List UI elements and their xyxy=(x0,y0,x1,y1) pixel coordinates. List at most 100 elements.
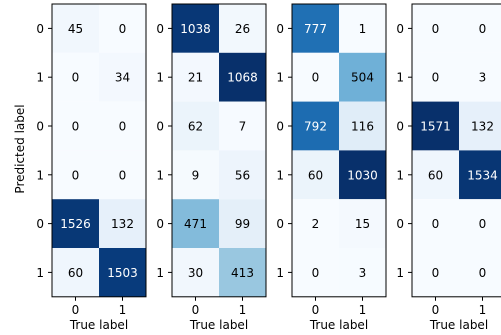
heatmap-cell xyxy=(99,248,146,297)
y-tick-label: 1 xyxy=(276,168,284,182)
cell-value-label: 60 xyxy=(428,168,443,182)
x-axis-label: True label xyxy=(69,318,128,332)
heatmap-cell xyxy=(219,4,266,53)
heatmap-cell xyxy=(99,199,146,248)
y-tick-label: 1 xyxy=(276,266,284,280)
cell-value-label: 15 xyxy=(355,217,370,231)
x-axis-label: True label xyxy=(189,318,248,332)
heatmap-cell xyxy=(219,199,266,248)
cell-value-label: 45 xyxy=(68,22,83,36)
x-tick-label: 0 xyxy=(72,303,80,317)
cell-value-label: 1 xyxy=(359,22,367,36)
y-tick-label: 0 xyxy=(156,22,164,36)
cell-value-label: 0 xyxy=(72,168,80,182)
cell-value-label: 56 xyxy=(235,168,250,182)
cell-value-label: 116 xyxy=(351,120,374,134)
heatmap-cell xyxy=(412,248,459,297)
heatmap-cell xyxy=(172,199,219,248)
heatmap-cell xyxy=(339,101,386,151)
y-tick-label: 0 xyxy=(156,217,164,231)
heatmap-cell xyxy=(292,52,339,102)
matrix-frame xyxy=(291,3,387,298)
cell-value-label: 777 xyxy=(304,22,327,36)
x-tick-label: 1 xyxy=(119,303,127,317)
cell-value-label: 1038 xyxy=(180,22,211,36)
heatmap-cell xyxy=(292,4,339,53)
heatmap-cell xyxy=(459,4,501,53)
heatmap-cell xyxy=(172,4,219,53)
y-tick-label: 1 xyxy=(276,71,284,85)
y-tick-label: 1 xyxy=(156,168,164,182)
heatmap-cell xyxy=(172,248,219,297)
heatmap-cell xyxy=(172,101,219,151)
heatmap-cell xyxy=(219,248,266,297)
y-tick-label: 1 xyxy=(396,266,404,280)
heatmap-cell xyxy=(52,101,99,151)
y-tick-label: 0 xyxy=(156,120,164,134)
heatmap-cell xyxy=(292,101,339,151)
y-tick-label: 1 xyxy=(36,266,44,280)
cell-value-label: 1030 xyxy=(347,168,378,182)
y-tick-label: 0 xyxy=(276,217,284,231)
cell-value-label: 413 xyxy=(231,266,254,280)
y-tick-label: 0 xyxy=(276,120,284,134)
y-tick-label: 1 xyxy=(156,71,164,85)
cell-value-label: 2 xyxy=(312,217,320,231)
heatmap-cell xyxy=(292,150,339,200)
x-tick-label: 1 xyxy=(239,303,247,317)
heatmap-cell xyxy=(99,52,146,102)
cell-value-label: 0 xyxy=(479,22,487,36)
y-tick-label: 1 xyxy=(156,266,164,280)
y-tick-label: 0 xyxy=(396,217,404,231)
y-tick-label: 0 xyxy=(396,22,404,36)
heatmap-cell xyxy=(219,150,266,200)
x-axis-label: True label xyxy=(429,318,488,332)
cell-value-label: 1068 xyxy=(227,71,258,85)
heatmap-cell xyxy=(339,4,386,53)
y-tick-label: 0 xyxy=(36,217,44,231)
y-tick-label: 1 xyxy=(36,168,44,182)
heatmap-cell xyxy=(52,52,99,102)
cell-value-label: 504 xyxy=(351,71,374,85)
cell-value-label: 0 xyxy=(479,266,487,280)
matrix-frame xyxy=(171,3,267,298)
heatmap-cell xyxy=(219,52,266,102)
cell-value-label: 26 xyxy=(235,22,250,36)
cell-value-label: 0 xyxy=(479,217,487,231)
cell-value-label: 60 xyxy=(68,266,83,280)
cell-value-label: 62 xyxy=(188,120,203,134)
heatmap-cell xyxy=(339,199,386,248)
heatmap-cell xyxy=(412,199,459,248)
y-tick-label: 1 xyxy=(396,168,404,182)
cell-value-label: 0 xyxy=(432,22,440,36)
cell-value-label: 0 xyxy=(72,120,80,134)
heatmap-cell xyxy=(459,199,501,248)
matrix-frame xyxy=(411,3,501,298)
x-tick-label: 1 xyxy=(479,303,487,317)
y-tick-label: 0 xyxy=(36,120,44,134)
cell-value-label: 0 xyxy=(312,71,320,85)
heatmap-cell xyxy=(412,52,459,102)
heatmap-cell xyxy=(52,150,99,200)
heatmap-cell xyxy=(459,150,501,200)
cell-value-label: 792 xyxy=(304,120,327,134)
cell-value-label: 9 xyxy=(192,168,200,182)
cell-value-label: 7 xyxy=(239,120,247,134)
cell-value-label: 3 xyxy=(479,71,487,85)
heatmap-cell xyxy=(459,248,501,297)
cell-value-label: 0 xyxy=(72,71,80,85)
heatmap-cell xyxy=(339,52,386,102)
heatmap-cell xyxy=(99,4,146,53)
y-tick-label: 0 xyxy=(276,22,284,36)
heatmap-cell xyxy=(412,101,459,151)
cell-value-label: 0 xyxy=(432,71,440,85)
cell-value-label: 1571 xyxy=(420,120,451,134)
cell-value-label: 0 xyxy=(119,22,127,36)
cell-value-label: 0 xyxy=(432,266,440,280)
cell-value-label: 3 xyxy=(359,266,367,280)
